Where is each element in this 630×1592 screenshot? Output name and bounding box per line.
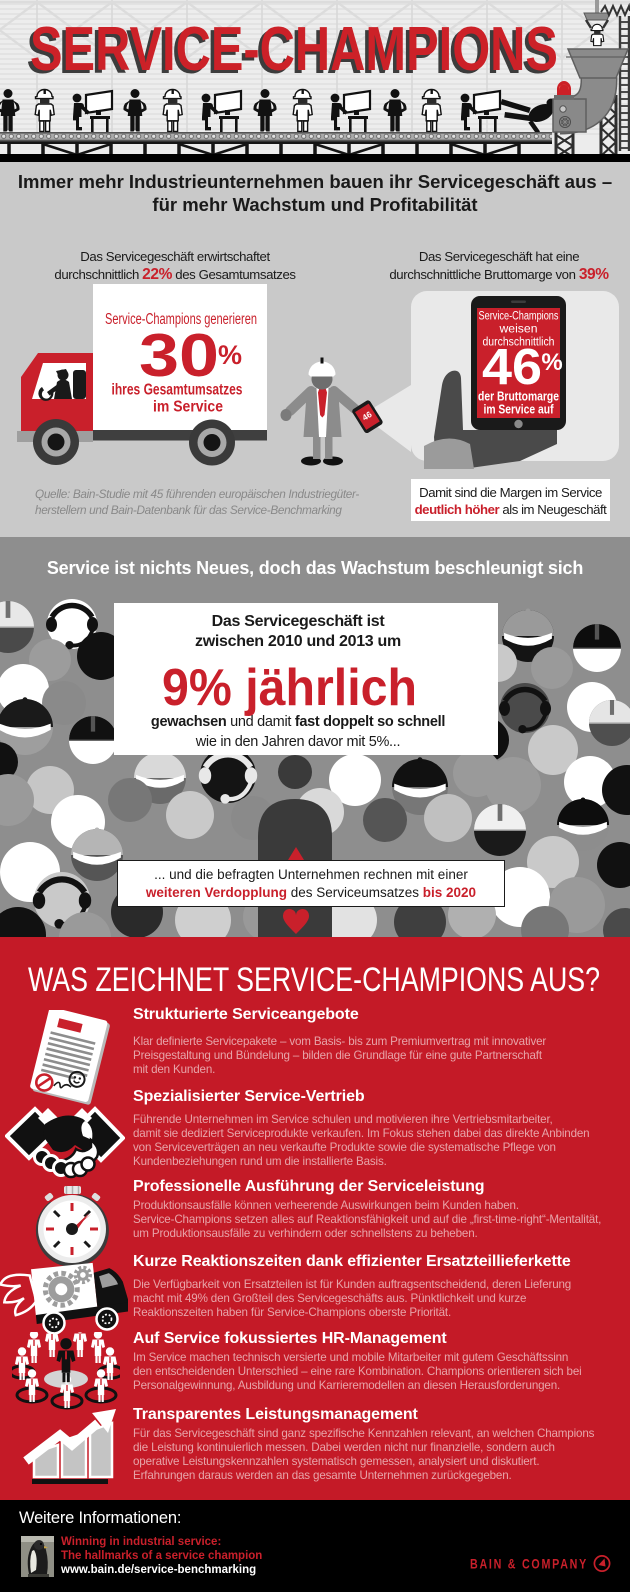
svg-text:im Service auf: im Service auf — [484, 403, 555, 417]
svg-text:SERVICE-CHAMPIONS: SERVICE-CHAMPIONS — [30, 15, 558, 84]
svg-text:Service-Champions: Service-Champions — [479, 311, 559, 323]
svg-text:durchschnittlich: durchschnittlich — [483, 337, 555, 349]
svg-text:30: 30 — [139, 322, 219, 389]
svg-text:9% jährlich: 9% jährlich — [162, 660, 417, 717]
svg-text:%: % — [218, 340, 242, 370]
svg-text:SERVICE-CHAMPIONS: SERVICE-CHAMPIONS — [27, 18, 555, 87]
svg-text:Service-Champions generieren: Service-Champions generieren — [105, 311, 257, 328]
svg-text:%: % — [541, 349, 562, 376]
svg-text:der Bruttomarge: der Bruttomarge — [478, 390, 559, 404]
svg-text:BAIN & COMPANY: BAIN & COMPANY — [470, 1557, 588, 1572]
svg-text:46: 46 — [482, 338, 542, 395]
svg-text:WAS ZEICHNET SERVICE-CHAMPIONS: WAS ZEICHNET SERVICE-CHAMPIONS AUS? — [28, 961, 600, 999]
svg-text:weisen: weisen — [498, 324, 537, 336]
svg-text:im Service: im Service — [153, 399, 223, 416]
svg-text:ihres Gesamtumsatzes: ihres Gesamtumsatzes — [112, 382, 243, 399]
